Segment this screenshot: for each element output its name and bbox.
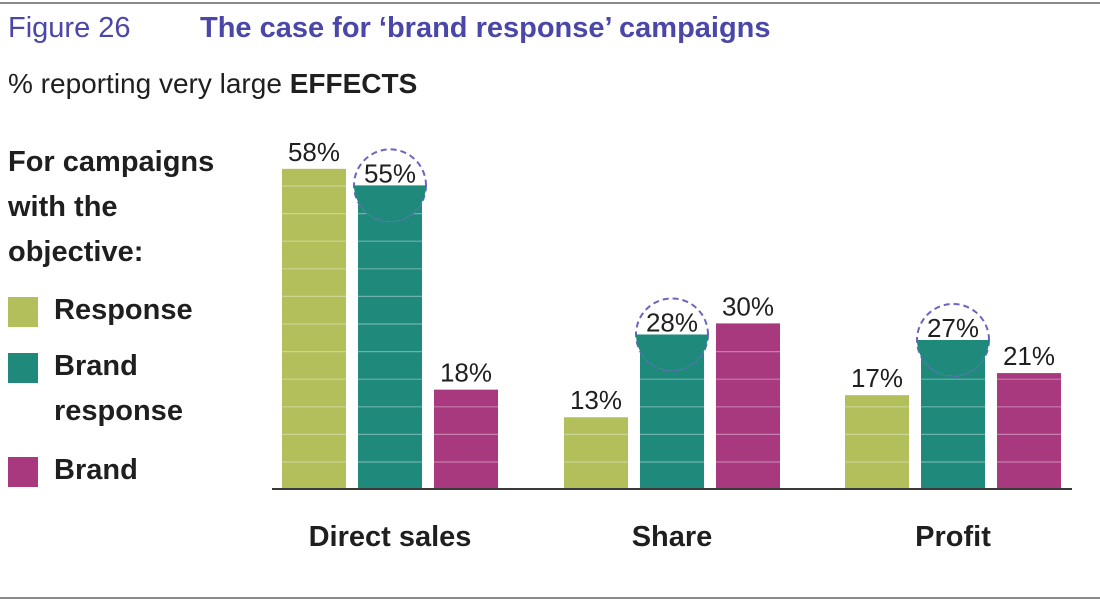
bottom-rule	[0, 597, 1100, 599]
bar-profit-brand	[997, 373, 1061, 489]
subtitle-prefix: % reporting very large	[8, 68, 282, 99]
highlight-fill-direct-sales	[354, 185, 426, 222]
data-label-direct-sales-response: 58%	[288, 137, 340, 167]
data-label-direct-sales-brand-response: 55%	[364, 158, 416, 188]
data-label-profit-brand-response: 27%	[927, 313, 979, 343]
legend-swatch-brand	[8, 457, 38, 487]
data-label-profit-response: 17%	[851, 363, 903, 393]
legend-swatch-response	[8, 297, 38, 327]
chart-title: The case for ‘brand response’ campaigns	[200, 12, 771, 44]
highlight-fill-profit	[917, 339, 989, 376]
data-label-share-brand: 30%	[722, 291, 774, 321]
bar-share-response	[564, 417, 628, 489]
data-label-direct-sales-brand: 18%	[440, 358, 492, 388]
legend-label-brand-response: Brand response	[54, 350, 183, 427]
subtitle-emphasis: EFFECTS	[289, 68, 418, 99]
chart-subtitle: % reporting very large EFFECTS	[8, 68, 417, 100]
figure-label: Figure 26	[8, 12, 131, 44]
legend-label-brand: Brand	[54, 454, 138, 486]
legend-label-response: Response	[54, 294, 193, 326]
data-label-profit-brand: 21%	[1003, 341, 1055, 371]
legend-swatch-brand-response	[8, 353, 38, 383]
top-rule	[0, 2, 1100, 4]
category-label-direct-sales: Direct sales	[309, 521, 472, 553]
bar-direct-sales-response	[282, 168, 346, 489]
bar-direct-sales-brand	[434, 389, 498, 489]
bar-profit-response	[845, 395, 909, 489]
legend-heading: For campaigns with the objective:	[8, 146, 215, 268]
bar-direct-sales-brand-response	[358, 185, 422, 489]
category-label-share: Share	[632, 521, 713, 553]
category-label-profit: Profit	[915, 521, 991, 553]
data-label-share-brand-response: 28%	[646, 307, 698, 337]
highlight-fill-share	[636, 334, 708, 371]
bar-share-brand	[716, 323, 780, 489]
data-label-share-response: 13%	[570, 385, 622, 415]
